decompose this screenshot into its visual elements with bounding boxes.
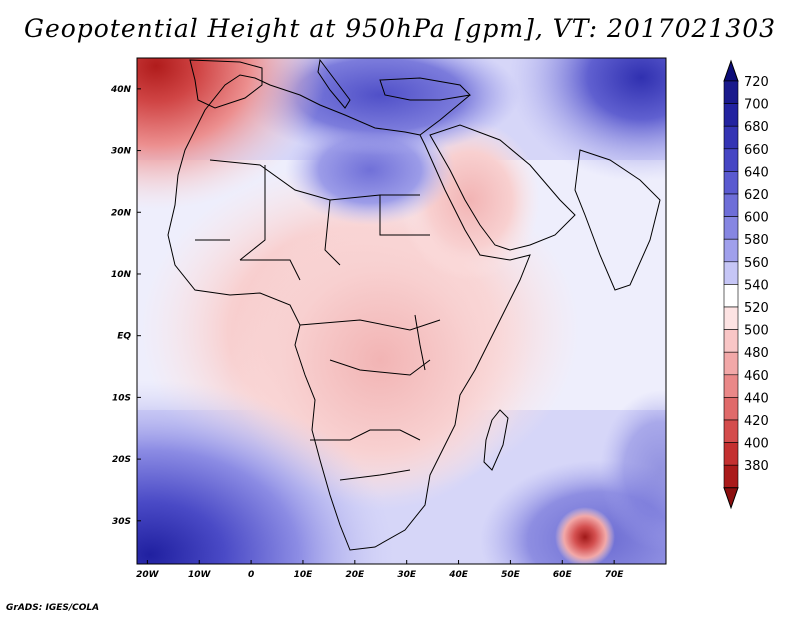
lat-tick-label: 10N [111,270,132,280]
colorbar: 720 700 680 660 640 620 600 580 560 540 520 500 480 4… [723,59,769,510]
colorbar-swatch [723,374,739,398]
lat-tick-label: EQ [117,332,131,342]
colorbar-label: 640 [744,165,769,180]
colorbar-swatch [723,261,739,285]
colorbar-label: 620 [744,188,769,203]
lon-tick-label: 10W [188,570,212,580]
colorbar-label: 380 [744,459,769,474]
colorbar-label: 580 [744,233,769,248]
lon-tick-label: 30E [397,570,417,580]
colorbar-swatch [723,397,739,421]
colorbar-swatch [723,148,739,172]
lon-tick-label: 40E [448,570,469,580]
colorbar-swatch [723,419,739,443]
chart-title: Geopotential Height at 950hPa [gpm], VT:… [23,14,777,43]
field-shading [137,58,666,564]
colorbar-label: 540 [744,278,769,293]
colorbar-label: 560 [744,256,769,271]
coastlines [167,58,661,551]
lat-tick-label: 40N [110,85,132,95]
lat-tick-label: 30N [111,147,132,157]
colorbar-swatch [723,193,739,217]
colorbar-swatch [723,284,739,308]
lon-tick-label: 20E [345,570,365,580]
colorbar-swatch [723,125,739,150]
colorbar-swatch [723,103,739,127]
lat-tick-label: 20S [112,455,131,465]
colorbar-top-arrow [723,59,739,82]
colorbar-swatch [723,351,739,376]
colorbar-label: 680 [744,120,769,135]
colorbar-label: 500 [744,324,769,339]
colorbar-label: 480 [744,346,769,361]
colorbar-label: 660 [744,143,769,158]
colorbar-label: 440 [744,391,769,406]
colorbar-label: 460 [744,369,769,384]
lon-tick-label: 20W [136,570,160,580]
colorbar-swatch [723,464,739,489]
lat-tick-label: 20N [111,208,132,218]
lon-tick-label: 70E [605,570,625,580]
colorbar-swatch [723,329,739,353]
colorbar-label: 600 [744,211,769,226]
lon-tick-label: 10E [294,570,314,580]
colorbar-label: 720 [744,75,769,90]
colorbar-bottom-arrow [723,487,739,510]
colorbar-swatch [723,80,739,104]
lat-tick-label: 30S [112,517,131,527]
lon-tick-label: 0 [248,570,254,580]
lat-tick-label: 10S [112,393,131,403]
lon-tick-label: 50E [501,570,521,580]
colorbar-label: 420 [744,414,769,429]
lon-tick-label: 60E [553,570,573,580]
colorbar-swatch [723,306,739,330]
colorbar-label: 520 [744,301,769,316]
colorbar-swatch [723,216,739,240]
colorbar-label: 400 [744,437,769,452]
colorbar-swatch [723,238,739,263]
colorbar-swatch [723,442,739,466]
colorbar-swatch [723,171,739,195]
colorbar-label: 700 [744,98,769,113]
plot-frame [136,57,667,565]
credit-label: GrADS: IGES/COLA [6,603,100,613]
